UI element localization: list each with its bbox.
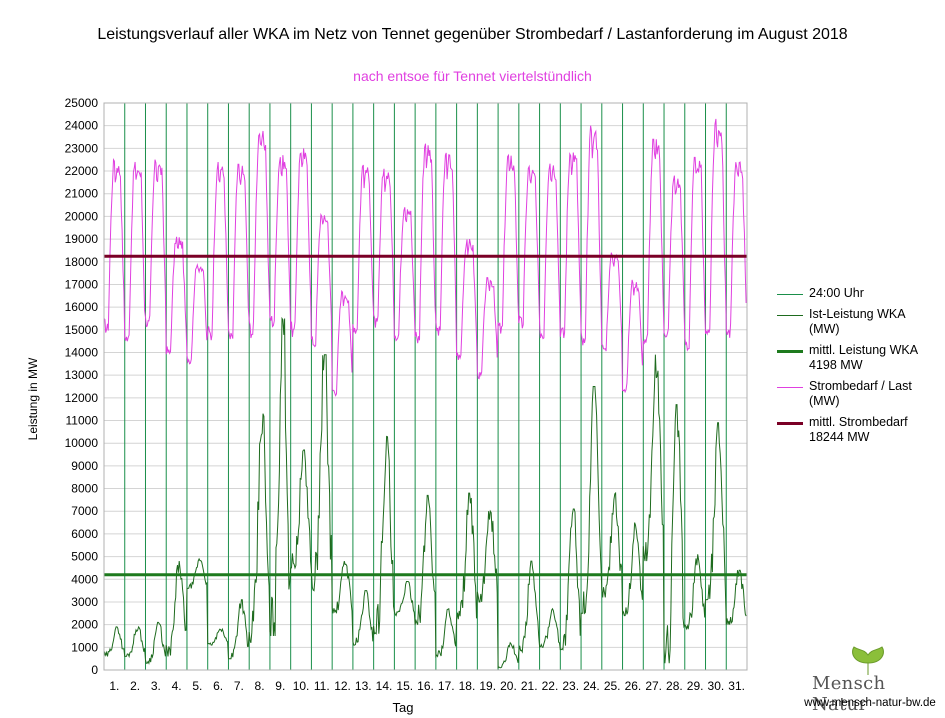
x-tick-label: 9. bbox=[275, 679, 285, 693]
x-tick-label: 24. bbox=[583, 679, 600, 693]
legend-item-wka: Ist-Leistung WKA (MW) bbox=[777, 307, 942, 337]
mensch-natur-logo: Mensch Natur bbox=[806, 645, 941, 715]
average-lines bbox=[104, 254, 747, 577]
legend-swatch bbox=[777, 350, 803, 353]
x-tick-label: 1. bbox=[109, 679, 119, 693]
x-tick-label: 31. bbox=[728, 679, 745, 693]
legend-label: 24:00 Uhr bbox=[809, 286, 864, 300]
x-tick-label: 8. bbox=[255, 679, 265, 693]
x-tick-label: 6. bbox=[213, 679, 223, 693]
series-line bbox=[103, 118, 747, 397]
x-tick-label: 20. bbox=[500, 679, 517, 693]
y-tick-label: 5000 bbox=[71, 550, 98, 564]
y-tick-label: 17000 bbox=[65, 277, 99, 291]
x-tick-label: 4. bbox=[172, 679, 182, 693]
y-tick-label: 25000 bbox=[65, 96, 99, 110]
legend-swatch bbox=[777, 315, 803, 316]
legend-label: Strombedarf / Last (MW) bbox=[809, 379, 912, 408]
logo-text: Mensch Natur bbox=[812, 673, 886, 715]
x-tick-label: 28. bbox=[666, 679, 683, 693]
website-url: www.mensch-natur-bw.de bbox=[804, 697, 936, 709]
legend-swatch bbox=[777, 294, 803, 295]
y-tick-label: 24000 bbox=[65, 119, 99, 133]
x-tick-label: 15. bbox=[396, 679, 413, 693]
y-axis-label: Leistung in MW bbox=[26, 357, 40, 441]
y-tick-label: 1000 bbox=[71, 640, 98, 654]
x-tick-label: 3. bbox=[151, 679, 161, 693]
y-tick-label: 15000 bbox=[65, 323, 99, 337]
legend-swatch bbox=[777, 387, 803, 388]
y-tick-label: 22000 bbox=[65, 164, 99, 178]
y-tick-label: 2000 bbox=[71, 618, 98, 632]
day-marker-lines bbox=[124, 103, 748, 670]
series-lines bbox=[103, 118, 747, 669]
legend-item-day-marker: 24:00 Uhr bbox=[777, 286, 942, 301]
y-tick-label: 6000 bbox=[71, 527, 98, 541]
x-tick-label: 13. bbox=[355, 679, 372, 693]
legend-item-load-mean: mittl. Strombedarf 18244 MW bbox=[777, 415, 942, 445]
y-tick-label: 13000 bbox=[65, 368, 99, 382]
x-tick-label: 5. bbox=[192, 679, 202, 693]
x-tick-label: 2. bbox=[130, 679, 140, 693]
y-tick-label: 9000 bbox=[71, 459, 98, 473]
series-line bbox=[103, 316, 747, 669]
x-tick-label: 18. bbox=[459, 679, 476, 693]
x-tick-label: 7. bbox=[234, 679, 244, 693]
y-tick-label: 7000 bbox=[71, 504, 98, 518]
chart-title: Leistungsverlauf aller WKA im Netz von T… bbox=[97, 26, 848, 43]
x-tick-label: 26. bbox=[625, 679, 642, 693]
x-tick-labels: 1. 2. 3. 4. 5. 6. 7. 8. 9. 10. 11. 12. 13. 14. 15. 16. 1… bbox=[109, 679, 745, 693]
y-tick-label: 3000 bbox=[71, 595, 98, 609]
legend-label: mittl. Leistung WKA 4198 MW bbox=[809, 343, 919, 372]
y-tick-label: 14000 bbox=[65, 345, 99, 359]
x-tick-label: 29. bbox=[687, 679, 704, 693]
chart-subtitle: nach entsoe für Tennet viertelstündlich bbox=[353, 68, 592, 84]
x-axis-label: Tag bbox=[392, 700, 414, 715]
horizontal-gridlines bbox=[104, 102, 747, 671]
x-tick-label: 14. bbox=[376, 679, 393, 693]
y-tick-label: 19000 bbox=[65, 232, 99, 246]
y-tick-label: 23000 bbox=[65, 141, 99, 155]
y-tick-label: 20000 bbox=[65, 209, 99, 223]
y-tick-labels: 0 1000 2000 3000 4000 5000 6000 7000 8000 9000 100… bbox=[65, 96, 99, 677]
y-tick-label: 0 bbox=[91, 663, 98, 677]
x-tick-label: 11. bbox=[314, 679, 330, 693]
x-tick-label: 23. bbox=[562, 679, 579, 693]
y-tick-label: 18000 bbox=[65, 255, 99, 269]
legend-label: mittl. Strombedarf 18244 MW bbox=[809, 415, 908, 444]
y-tick-label: 16000 bbox=[65, 300, 99, 314]
legend-swatch bbox=[777, 422, 803, 425]
x-tick-label: 22. bbox=[542, 679, 559, 693]
y-tick-label: 11000 bbox=[66, 414, 99, 428]
x-tick-label: 30. bbox=[708, 679, 725, 693]
x-tick-label: 21. bbox=[521, 679, 538, 693]
y-tick-label: 12000 bbox=[65, 391, 99, 405]
legend-item-load: Strombedarf / Last (MW) bbox=[777, 379, 942, 409]
x-tick-label: 25. bbox=[604, 679, 621, 693]
x-tick-label: 10. bbox=[293, 679, 310, 693]
y-tick-label: 4000 bbox=[71, 572, 98, 586]
y-tick-label: 8000 bbox=[71, 482, 98, 496]
legend-item-wka-mean: mittl. Leistung WKA 4198 MW bbox=[777, 343, 942, 373]
y-tick-label: 21000 bbox=[65, 187, 99, 201]
x-tick-label: 12. bbox=[334, 679, 351, 693]
legend-label: Ist-Leistung WKA (MW) bbox=[809, 307, 906, 336]
x-tick-label: 19. bbox=[479, 679, 496, 693]
legend: 24:00 Uhr Ist-Leistung WKA (MW) mittl. L… bbox=[777, 286, 942, 451]
plot-frame bbox=[103, 102, 748, 671]
x-tick-label: 16. bbox=[417, 679, 434, 693]
x-tick-label: 17. bbox=[438, 679, 455, 693]
y-tick-label: 10000 bbox=[65, 436, 99, 450]
ginkgo-leaf-icon bbox=[852, 646, 884, 675]
x-tick-label: 27. bbox=[645, 679, 662, 693]
